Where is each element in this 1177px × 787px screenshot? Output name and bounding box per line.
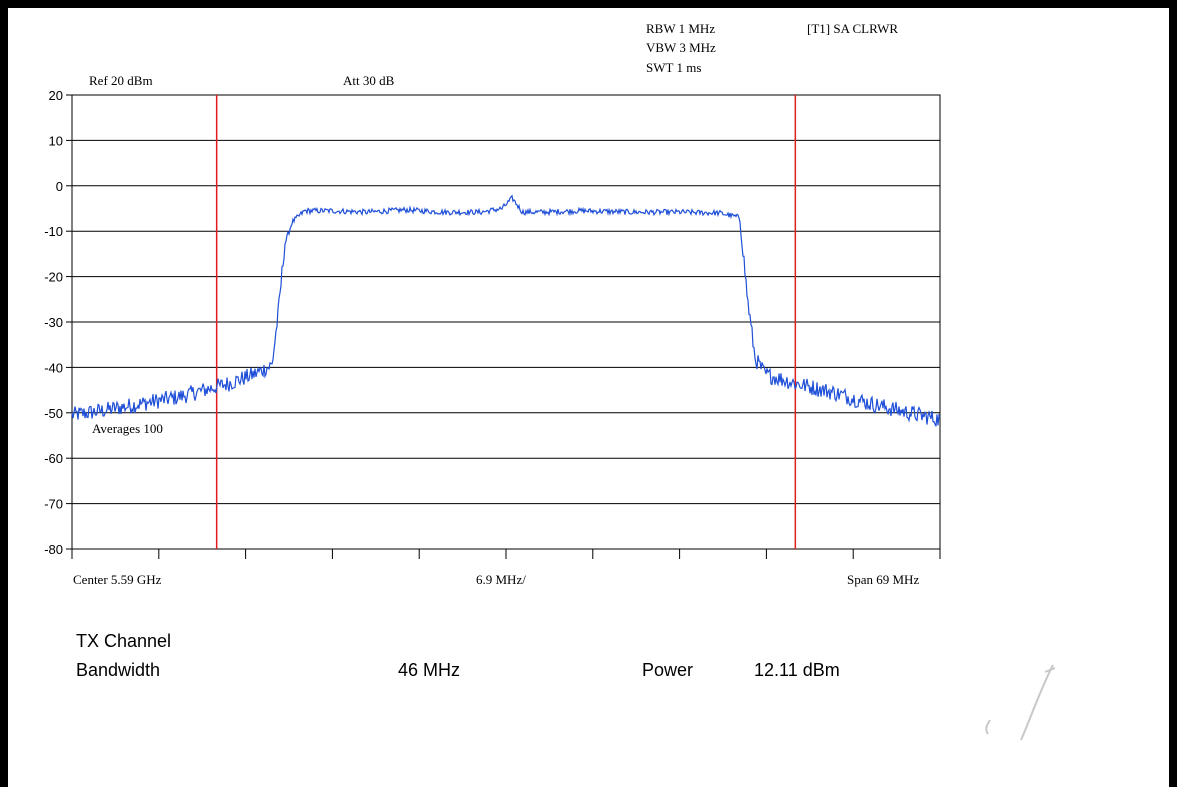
vbw-label: VBW 3 MHz [646, 40, 716, 55]
power-label: Power [642, 660, 694, 680]
channel-markers [215, 95, 797, 549]
frame-right-border [1169, 0, 1177, 787]
y-tick-label: -80 [44, 542, 63, 557]
y-tick-label: -70 [44, 497, 63, 512]
tx-channel-label: TX Channel [76, 631, 172, 651]
y-axis: 20 10 0 -10 -20 -30 -40 -50 -60 -70 -80 [44, 88, 72, 557]
spectrum-traces [71, 194, 941, 427]
rbw-label: RBW 1 MHz [646, 21, 716, 36]
y-tick-label: -60 [44, 451, 63, 466]
y-tick-label: 20 [49, 88, 63, 103]
bandwidth-value: 46 MHz [398, 660, 461, 680]
ref-level-label: Ref 20 dBm [89, 73, 153, 88]
y-tick-label: -50 [44, 406, 63, 421]
center-frequency-label: Center 5.59 GHz [73, 572, 162, 587]
trace-mode-label: [T1] SA CLRWR [807, 21, 899, 36]
chart-grid [71, 94, 941, 550]
y-tick-label: -10 [44, 224, 63, 239]
x-axis [71, 548, 941, 559]
y-tick-label: -30 [44, 315, 63, 330]
division-label: 6.9 MHz/ [476, 572, 526, 587]
signature-mark [985, 664, 1056, 741]
power-value: 12.11 dBm [754, 660, 840, 680]
y-tick-label: 0 [56, 179, 63, 194]
attenuation-label: Att 30 dB [343, 73, 395, 88]
frame-left-border [0, 0, 8, 787]
spectrum-trace [71, 194, 941, 427]
y-tick-label: -40 [44, 360, 63, 375]
y-tick-label: -20 [44, 270, 63, 285]
bandwidth-label: Bandwidth [76, 660, 161, 680]
swt-label: SWT 1 ms [646, 60, 702, 75]
span-label: Span 69 MHz [847, 572, 919, 587]
averages-annotation: Averages 100 [92, 421, 163, 436]
y-tick-label: 10 [49, 133, 63, 148]
frame-top-border [0, 0, 1177, 8]
